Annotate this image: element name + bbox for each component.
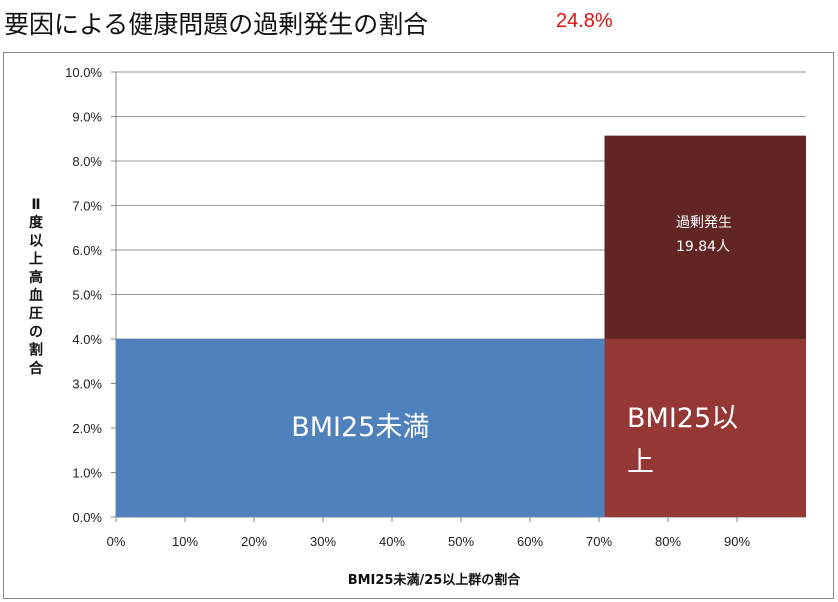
y-axis-title: Ⅱ 度以上高血圧の割合	[29, 197, 44, 377]
block-bmi-under-25	[116, 339, 605, 517]
y-tick-label: 5.0%	[72, 288, 102, 303]
y-tick-label: 8.0%	[72, 154, 102, 169]
y-tick-label: 10.0%	[65, 65, 102, 80]
chart-frame	[3, 52, 834, 599]
x-tick-label: 10%	[172, 534, 198, 549]
x-tick-label: 60%	[517, 534, 543, 549]
y-tick-label: 4.0%	[72, 332, 102, 347]
y-tick-label: 3.0%	[72, 377, 102, 392]
x-tick-label: 20%	[241, 534, 267, 549]
x-tick-label: 80%	[655, 534, 681, 549]
x-tick-label: 90%	[724, 534, 750, 549]
page-title: 要因による健康問題の過剰発生の割合	[4, 10, 429, 39]
x-tick-label: 40%	[379, 534, 405, 549]
y-tick-label: 9.0%	[72, 110, 102, 125]
x-tick-label: 70%	[586, 534, 612, 549]
x-tick-label: 0%	[107, 534, 126, 549]
block-label-excess: 過剰発生	[676, 215, 732, 231]
block-label-bmi-25-over-line1: BMI25以	[627, 403, 738, 434]
y-tick-label: 7.0%	[72, 199, 102, 214]
block-label-excess-count: 19.84人	[676, 239, 730, 255]
x-tick-label: 30%	[310, 534, 336, 549]
block-excess	[604, 135, 806, 339]
x-axis-title: BMI25未満/25以上群の割合	[348, 572, 522, 588]
excess-percentage: 24.8%	[556, 10, 613, 32]
block-label-bmi-under-25: BMI25未満	[291, 412, 429, 443]
y-tick-label: 0.0%	[72, 510, 102, 525]
y-tick-label: 2.0%	[72, 421, 102, 436]
block-label-bmi-25-over-line2: 上	[627, 447, 654, 478]
x-tick-label: 50%	[448, 534, 474, 549]
y-tick-label: 1.0%	[72, 466, 102, 481]
block-bmi-25-over	[604, 339, 806, 517]
y-tick-label: 6.0%	[72, 243, 102, 258]
